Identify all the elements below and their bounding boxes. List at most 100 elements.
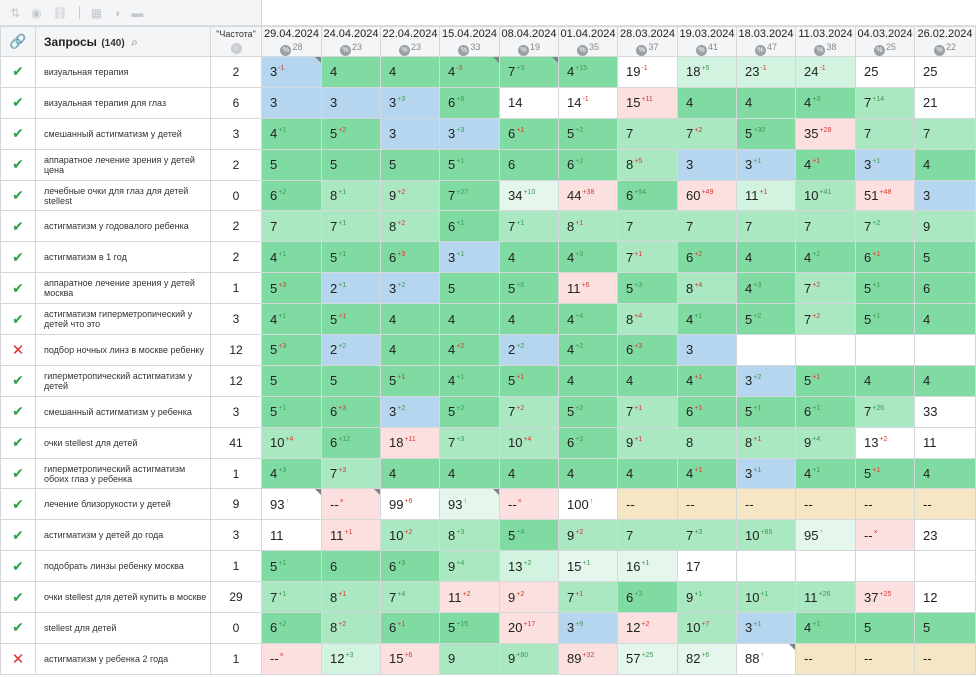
position-cell[interactable]: 9+80 — [499, 642, 559, 675]
position-cell[interactable]: 6+1 — [677, 395, 737, 428]
position-cell[interactable]: 33 — [914, 395, 976, 428]
position-cell[interactable]: --× — [261, 642, 322, 675]
position-cell[interactable] — [736, 550, 796, 583]
position-cell[interactable]: 4 — [499, 241, 559, 274]
query-text[interactable]: астигматизм у ребенка 2 года — [35, 642, 211, 675]
check-icon[interactable]: ✔ — [0, 612, 36, 644]
position-cell[interactable]: 5+15 — [439, 612, 500, 644]
check-icon[interactable]: ✔ — [0, 272, 36, 305]
position-cell[interactable]: 5+1 — [855, 303, 915, 336]
sort-icon[interactable]: ⇅ — [10, 5, 21, 20]
position-cell[interactable]: 4+1 — [677, 303, 737, 336]
position-cell[interactable]: 4 — [617, 457, 678, 490]
position-cell[interactable]: 7+1 — [617, 241, 678, 274]
position-cell[interactable]: 7+1 — [558, 581, 618, 614]
position-cell[interactable]: 7 — [795, 210, 856, 243]
position-cell[interactable]: 4+2 — [558, 334, 618, 366]
position-cell[interactable]: 5+6 — [499, 272, 559, 305]
position-cell[interactable]: 4 — [558, 364, 618, 397]
position-cell[interactable]: 9 — [439, 642, 500, 675]
position-cell[interactable]: 4 — [914, 148, 976, 181]
position-cell[interactable]: 6+2 — [558, 148, 618, 181]
check-icon[interactable]: ✔ — [0, 550, 36, 583]
position-cell[interactable]: 15+6 — [380, 642, 440, 675]
position-cell[interactable]: 3-1 — [261, 56, 322, 88]
check-icon[interactable]: ✔ — [0, 581, 36, 614]
position-cell[interactable]: 3+2 — [736, 364, 796, 397]
position-cell[interactable]: 4 — [439, 303, 500, 336]
position-cell[interactable]: 11+1 — [321, 519, 381, 552]
position-cell[interactable]: 8+1 — [736, 426, 796, 459]
position-cell[interactable]: 4 — [558, 457, 618, 490]
position-cell[interactable]: 11+1 — [736, 179, 796, 212]
position-cell[interactable]: 60+49 — [677, 179, 737, 212]
position-cell[interactable]: 11 — [914, 426, 976, 459]
position-cell[interactable]: -- — [855, 488, 915, 521]
position-cell[interactable]: 93↑ — [261, 488, 322, 521]
position-cell[interactable]: 3+1 — [736, 148, 796, 181]
position-cell[interactable]: 4 — [736, 86, 796, 119]
frequency-settings-icon[interactable]: ☺ — [230, 43, 242, 54]
position-cell[interactable]: 34+10 — [499, 179, 559, 212]
check-icon[interactable]: ✔ — [0, 86, 36, 119]
position-cell[interactable]: 6 — [321, 550, 381, 583]
position-cell[interactable]: 5 — [380, 148, 440, 181]
frequency-column-header[interactable]: "Частота" ☺ — [210, 26, 262, 57]
date-column-header[interactable]: 08.04.2024% 19 — [499, 26, 559, 57]
position-cell[interactable]: 7+2 — [677, 117, 737, 150]
position-cell[interactable]: 10+4 — [499, 426, 559, 459]
position-cell[interactable]: 17 — [677, 550, 737, 583]
position-cell[interactable]: 5+1 — [321, 303, 381, 336]
position-cell[interactable]: 4+1 — [261, 303, 322, 336]
position-cell[interactable] — [736, 334, 796, 366]
position-cell[interactable]: 4+2 — [795, 241, 856, 274]
position-cell[interactable]: 5+1 — [321, 241, 381, 274]
check-icon[interactable]: ✔ — [0, 210, 36, 243]
position-cell[interactable]: 10+4 — [261, 426, 322, 459]
position-cell[interactable]: 24-1 — [795, 56, 856, 88]
check-icon[interactable]: ✔ — [0, 395, 36, 428]
position-cell[interactable]: --× — [855, 519, 915, 552]
position-cell[interactable]: 13+2 — [499, 550, 559, 583]
position-cell[interactable]: 7+3 — [677, 519, 737, 552]
position-cell[interactable]: 7+26 — [855, 395, 915, 428]
position-cell[interactable]: 3+2 — [380, 395, 440, 428]
position-cell[interactable]: -- — [855, 642, 915, 675]
position-cell[interactable]: 93↑ — [439, 488, 500, 521]
position-cell[interactable]: 5+1 — [855, 272, 915, 305]
position-cell[interactable]: 2+2 — [321, 334, 381, 366]
position-cell[interactable]: 7+3 — [321, 457, 381, 490]
position-cell[interactable]: 7+2 — [499, 395, 559, 428]
position-cell[interactable]: 2+1 — [321, 272, 381, 305]
position-cell[interactable]: 4+1 — [795, 612, 856, 644]
position-cell[interactable]: 7+3 — [499, 56, 559, 88]
position-cell[interactable]: 5+3 — [261, 272, 322, 305]
position-cell[interactable]: 14 — [499, 86, 559, 119]
position-cell[interactable]: 4+1 — [677, 457, 737, 490]
position-cell[interactable]: 7 — [914, 117, 976, 150]
check-icon[interactable]: ✔ — [0, 241, 36, 274]
query-text[interactable]: астигматизм у детей до года — [35, 519, 211, 552]
position-cell[interactable]: 8+3 — [439, 519, 500, 552]
query-text[interactable]: аппаратное лечение зрения у детей москва — [35, 272, 211, 305]
position-cell[interactable]: 5+1 — [499, 364, 559, 397]
date-column-header[interactable]: 24.04.2024% 23 — [321, 26, 381, 57]
position-cell[interactable]: 14-1 — [558, 86, 618, 119]
query-column-header[interactable]: Запросы (140) ⌕ — [35, 26, 211, 57]
position-cell[interactable]: 4 — [914, 457, 976, 490]
position-cell[interactable]: 8+2 — [321, 612, 381, 644]
position-cell[interactable]: --× — [499, 488, 559, 521]
query-text[interactable]: очки stellest для детей — [35, 426, 211, 459]
position-cell[interactable]: 4+3 — [736, 272, 796, 305]
position-cell[interactable]: 4 — [380, 56, 440, 88]
position-cell[interactable]: 5+2 — [558, 117, 618, 150]
position-cell[interactable] — [855, 334, 915, 366]
date-column-header[interactable]: 11.03.2024% 38 — [795, 26, 856, 57]
position-cell[interactable]: 7 — [617, 117, 678, 150]
position-cell[interactable]: 8+4 — [617, 303, 678, 336]
position-cell[interactable]: 8+4 — [677, 272, 737, 305]
position-cell[interactable]: 4 — [439, 457, 500, 490]
check-icon[interactable]: ✔ — [0, 303, 36, 336]
position-cell[interactable]: 6+2 — [261, 179, 322, 212]
position-cell[interactable]: 3+9 — [558, 612, 618, 644]
